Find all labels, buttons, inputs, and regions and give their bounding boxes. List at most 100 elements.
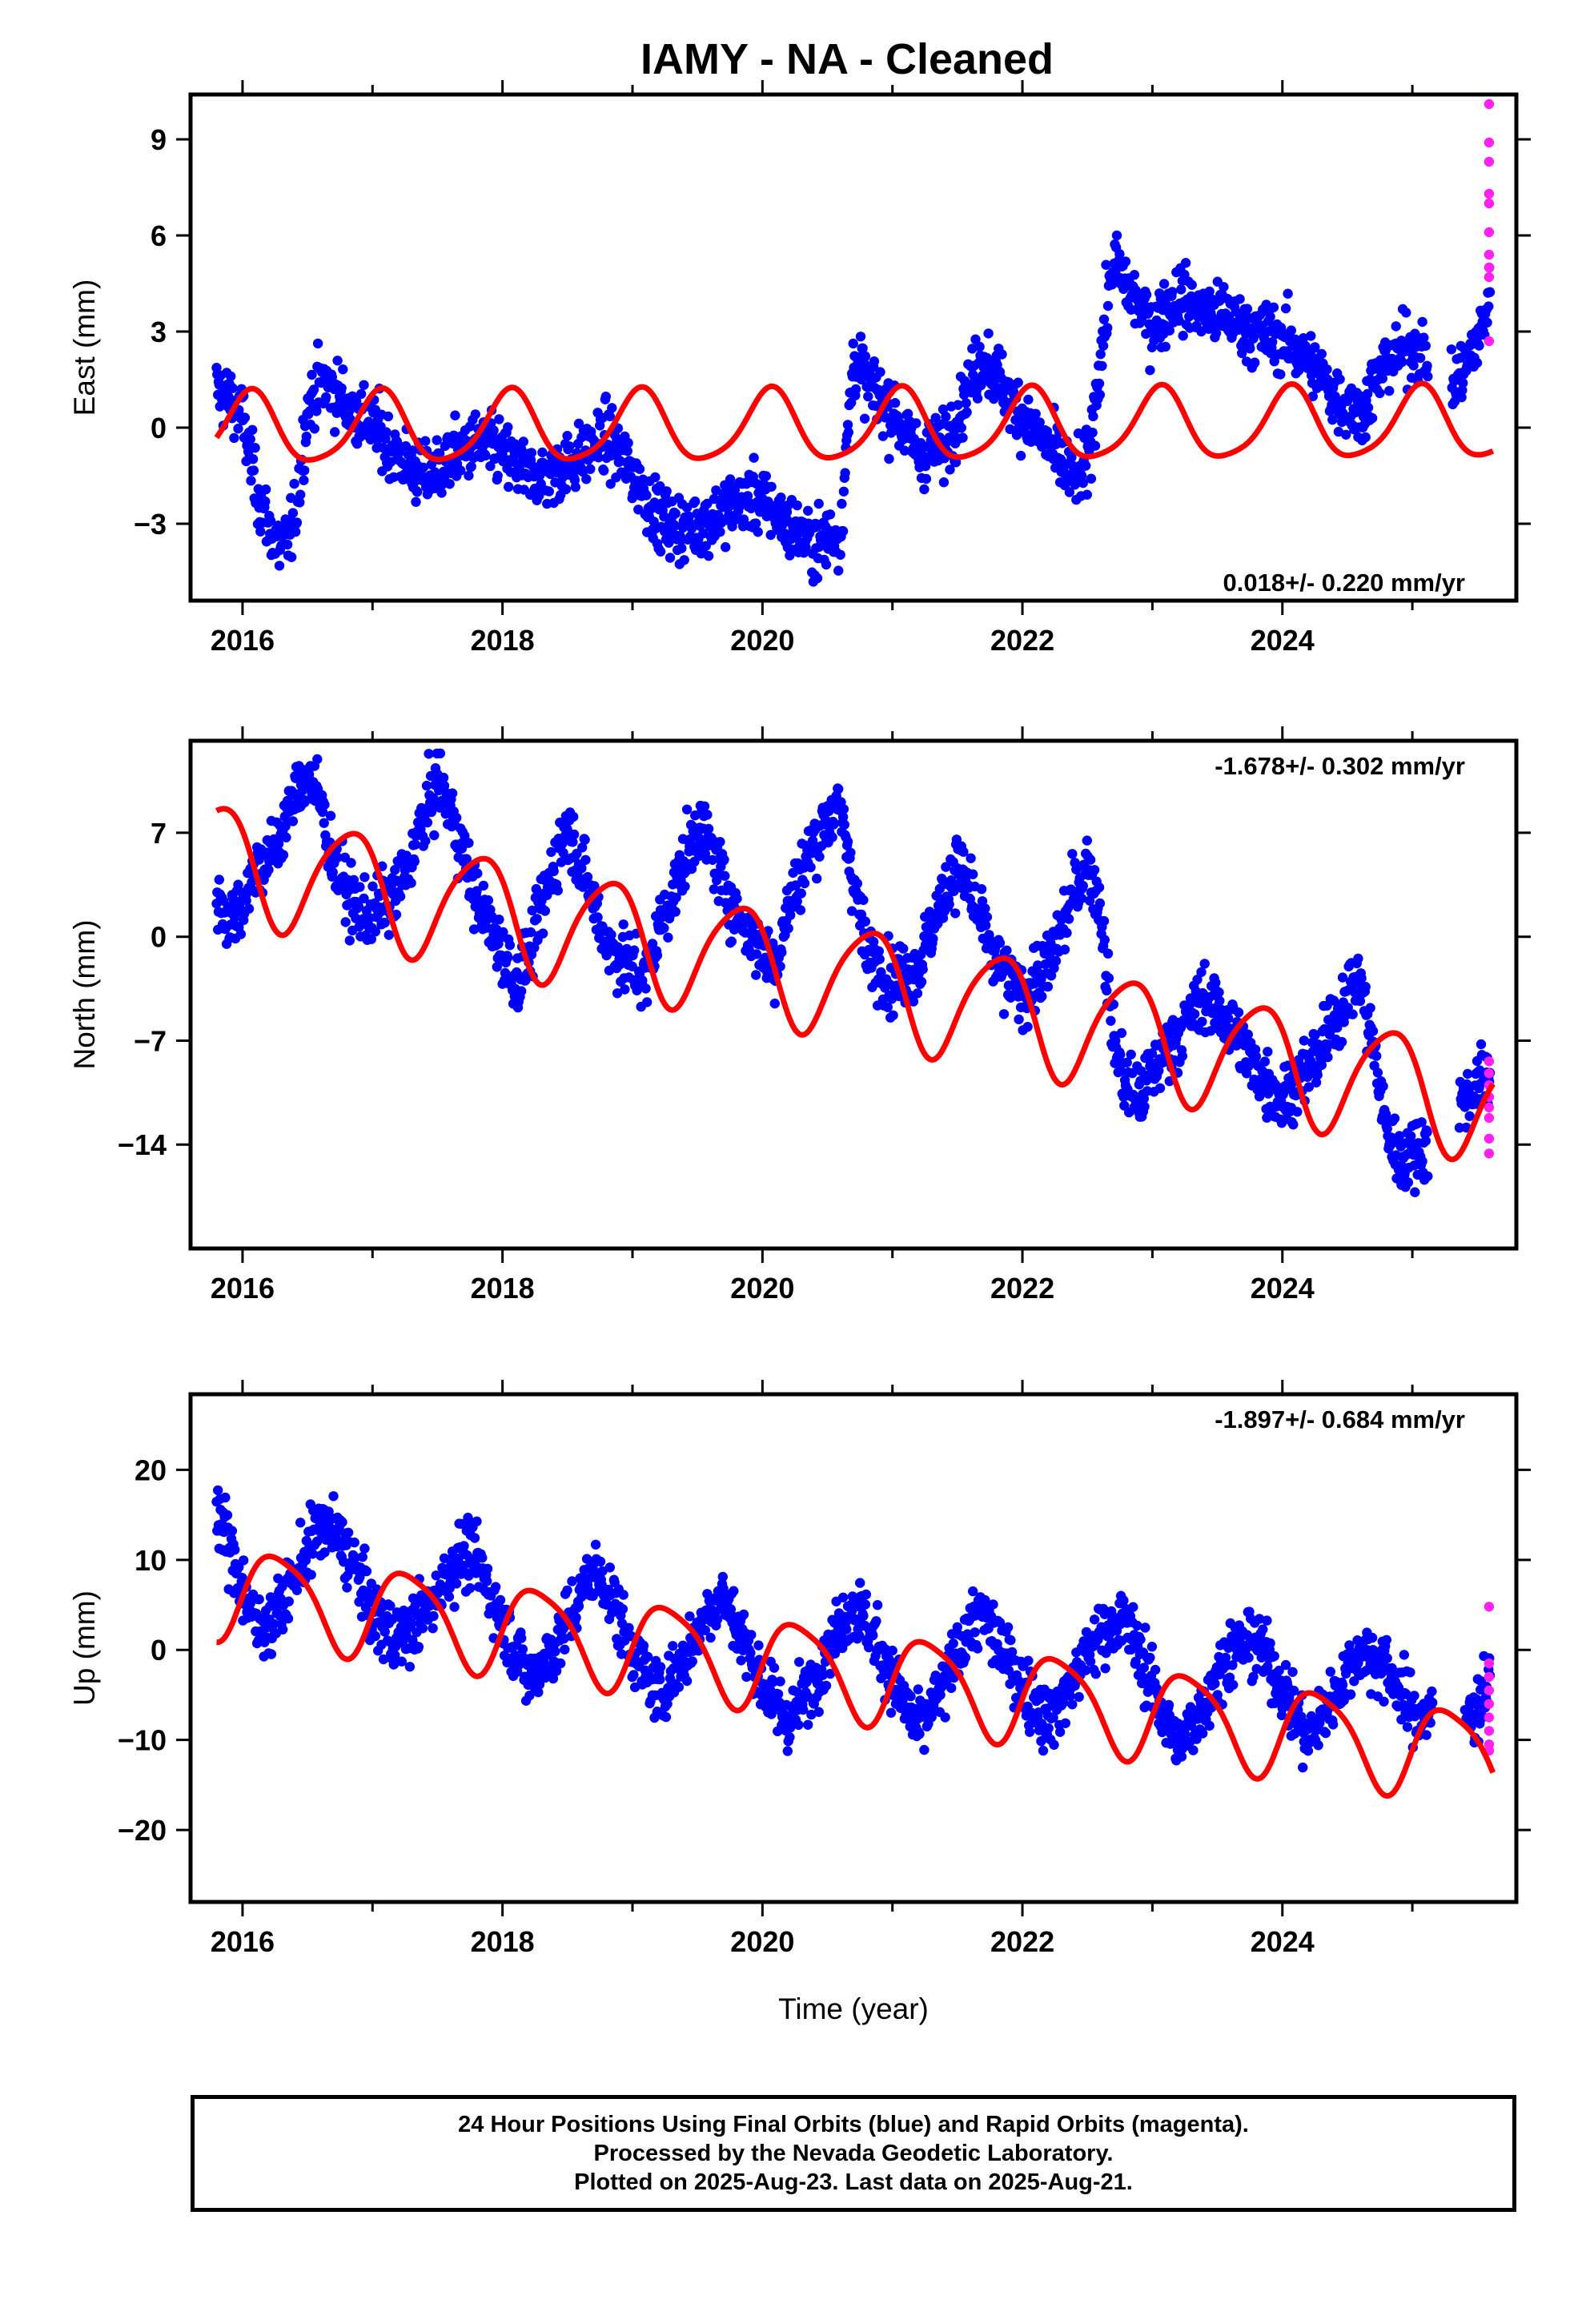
final-orbit-point [492, 962, 502, 972]
final-orbit-point [970, 334, 981, 344]
final-orbit-point [782, 1746, 793, 1756]
final-orbit-point [381, 427, 391, 437]
final-orbit-point [799, 878, 810, 889]
final-orbit-point [439, 1553, 450, 1564]
final-orbit-point [960, 1652, 971, 1663]
final-orbit-point [1094, 389, 1106, 400]
final-orbit-point [944, 899, 954, 910]
final-orbit-point [732, 894, 742, 904]
final-orbit-point [624, 1622, 634, 1634]
final-orbit-point [492, 470, 503, 481]
final-orbit-point [593, 452, 604, 463]
final-orbit-point [359, 1543, 370, 1554]
final-orbit-point [659, 923, 669, 934]
final-orbit-point [1116, 1027, 1127, 1039]
final-orbit-point [796, 888, 806, 899]
final-orbit-point [670, 907, 681, 917]
final-orbit-point [1316, 348, 1327, 360]
final-orbit-point [1006, 1647, 1018, 1658]
final-orbit-point [386, 456, 396, 467]
final-orbit-point [429, 830, 440, 841]
final-orbit-point [1086, 473, 1097, 484]
final-orbit-point [1211, 328, 1222, 339]
y-tick-label: 9 [151, 123, 167, 156]
final-orbit-point [1484, 287, 1496, 297]
final-orbit-point [1154, 1083, 1166, 1094]
final-orbit-point [1145, 365, 1155, 376]
final-orbit-point [966, 853, 976, 863]
final-orbit-point [1335, 374, 1345, 384]
final-orbit-point [1457, 385, 1468, 396]
final-orbit-point [1391, 321, 1401, 332]
final-orbit-point [863, 391, 873, 402]
final-orbit-point [681, 1675, 693, 1687]
final-orbit-point [343, 1527, 354, 1538]
final-orbit-point [351, 396, 362, 407]
x-tick-label: 2020 [730, 1272, 794, 1305]
rapid-orbit-point [1484, 1112, 1495, 1124]
rapid-orbit-point [1484, 249, 1495, 260]
final-orbit-point [273, 838, 284, 849]
final-orbit-point [1311, 1077, 1322, 1088]
final-orbit-point [278, 850, 289, 860]
final-orbit-point [668, 879, 678, 890]
final-orbit-point [1146, 1048, 1158, 1059]
final-orbit-point [884, 453, 894, 464]
final-orbit-point [914, 1729, 925, 1739]
final-orbit-point [1242, 304, 1253, 314]
final-orbit-point [842, 420, 853, 430]
final-orbit-point [840, 468, 850, 478]
final-orbit-point [312, 338, 323, 349]
final-orbit-point [775, 1676, 785, 1687]
final-orbit-point [1102, 300, 1114, 312]
final-orbit-point [855, 1578, 865, 1588]
final-orbit-point [250, 443, 260, 453]
final-orbit-point [1292, 1107, 1303, 1117]
final-orbit-point [765, 529, 776, 541]
final-orbit-point [504, 940, 516, 951]
final-orbit-point [260, 484, 271, 495]
final-orbit-point [1288, 1120, 1299, 1130]
final-orbit-point [540, 1672, 550, 1683]
final-orbit-point [1141, 289, 1152, 300]
final-orbit-point [1306, 331, 1316, 341]
final-orbit-point [551, 1666, 562, 1676]
final-orbit-point [1406, 1131, 1416, 1141]
final-orbit-point [861, 1589, 872, 1600]
final-orbit-point [378, 1654, 389, 1665]
final-orbit-point [1267, 336, 1278, 348]
final-orbit-point [353, 901, 363, 911]
final-orbit-point [482, 1576, 492, 1586]
final-orbit-point [1088, 411, 1098, 422]
final-orbit-point [411, 497, 421, 507]
final-orbit-point [1245, 344, 1255, 354]
final-orbit-point [1071, 864, 1082, 875]
final-orbit-point [1082, 835, 1093, 846]
final-orbit-point [283, 1613, 294, 1624]
final-orbit-point [1316, 1059, 1327, 1071]
final-orbit-point [525, 927, 536, 938]
final-orbit-point [873, 946, 885, 957]
final-orbit-point [1420, 340, 1431, 351]
final-orbit-point [638, 1640, 649, 1651]
final-orbit-point [370, 927, 381, 937]
rapid-orbit-point [1484, 188, 1495, 199]
final-orbit-point [634, 464, 645, 474]
final-orbit-point [961, 398, 971, 408]
final-orbit-point [935, 1690, 946, 1700]
final-orbit-point [1355, 995, 1366, 1007]
final-orbit-point [703, 551, 714, 561]
final-orbit-point [1034, 417, 1045, 428]
north-model-curve [215, 806, 1496, 1163]
final-orbit-point [803, 1719, 813, 1730]
final-orbit-point [860, 916, 871, 927]
final-orbit-point [450, 410, 460, 420]
final-orbit-point [291, 526, 301, 537]
final-orbit-point [567, 1576, 577, 1586]
final-orbit-point [581, 474, 592, 485]
final-orbit-point [642, 1651, 653, 1662]
final-orbit-point [898, 943, 909, 954]
final-orbit-point [287, 552, 297, 562]
final-orbit-point [848, 338, 858, 349]
final-orbit-point [281, 832, 291, 842]
